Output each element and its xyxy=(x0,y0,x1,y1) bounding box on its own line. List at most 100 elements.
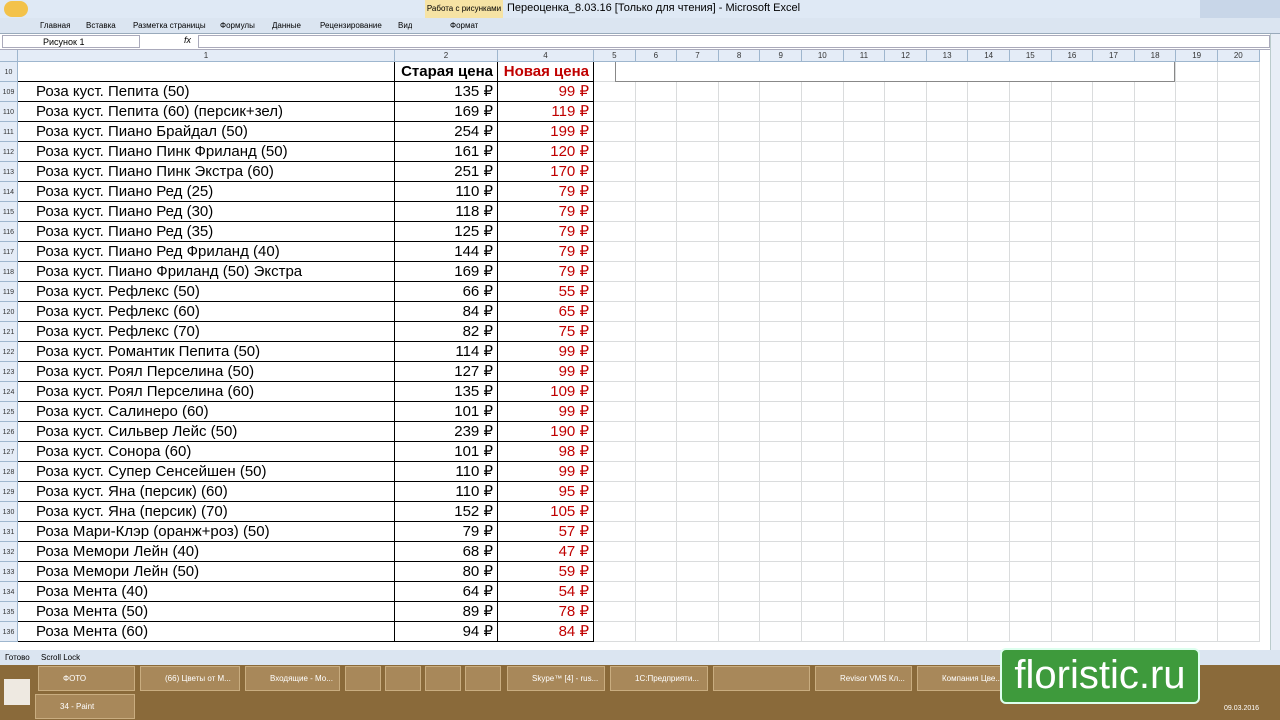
select-all[interactable] xyxy=(0,50,18,62)
new-price[interactable]: 79 ₽ xyxy=(498,182,594,202)
product-name[interactable]: Роза куст. Рефлекс (60) xyxy=(18,302,395,322)
product-name[interactable]: Роза куст. Пиано Ред (25) xyxy=(18,182,395,202)
product-name[interactable]: Роза куст. Пиано Ред (35) xyxy=(18,222,395,242)
taskbar-button[interactable]: Компания Цве... xyxy=(917,666,1002,691)
row-number[interactable]: 134 xyxy=(0,582,18,602)
taskbar-icon[interactable] xyxy=(345,666,381,691)
row-number[interactable]: 127 xyxy=(0,442,18,462)
new-price[interactable]: 99 ₽ xyxy=(498,82,594,102)
old-price[interactable]: 110 ₽ xyxy=(395,482,498,502)
product-name[interactable]: Роза Мемори Лейн (40) xyxy=(18,542,395,562)
column-header[interactable]: 9 xyxy=(760,50,802,62)
column-header[interactable]: 1 xyxy=(18,50,395,62)
row-number[interactable]: 119 xyxy=(0,282,18,302)
new-price[interactable]: 105 ₽ xyxy=(498,502,594,522)
row-number[interactable]: 118 xyxy=(0,262,18,282)
formula-input[interactable] xyxy=(198,35,1270,48)
start-button[interactable] xyxy=(4,679,30,705)
row-number[interactable]: 128 xyxy=(0,462,18,482)
new-price[interactable]: 99 ₽ xyxy=(498,362,594,382)
column-header[interactable]: 20 xyxy=(1218,50,1260,62)
product-name[interactable]: Роза куст. Пепита (50) xyxy=(18,82,395,102)
picture-object[interactable] xyxy=(615,62,1175,82)
product-name[interactable]: Роза куст. Супер Сенсейшен (50) xyxy=(18,462,395,482)
taskbar-icon[interactable] xyxy=(713,666,810,691)
product-name[interactable]: Роза куст. Салинеро (60) xyxy=(18,402,395,422)
product-name[interactable]: Роза куст. Рефлекс (70) xyxy=(18,322,395,342)
new-price[interactable]: 79 ₽ xyxy=(498,222,594,242)
row-number[interactable]: 122 xyxy=(0,342,18,362)
taskbar-icon[interactable] xyxy=(425,666,461,691)
taskbar-button[interactable]: (66) Цветы от М... xyxy=(140,666,240,691)
product-name[interactable]: Роза куст. Пепита (60) (персик+зел) xyxy=(18,102,395,122)
product-name[interactable]: Роза куст. Романтик Пепита (50) xyxy=(18,342,395,362)
old-price[interactable]: 161 ₽ xyxy=(395,142,498,162)
old-price[interactable]: 254 ₽ xyxy=(395,122,498,142)
ribbon-tab[interactable]: Вид xyxy=(398,21,413,30)
ribbon-tab[interactable]: Формулы xyxy=(220,21,255,30)
taskbar-button[interactable]: Skype™ [4] - rus... xyxy=(507,666,605,691)
product-name[interactable]: Роза куст. Пиано Ред Фриланд (40) xyxy=(18,242,395,262)
row-number[interactable]: 129 xyxy=(0,482,18,502)
new-price[interactable]: 79 ₽ xyxy=(498,202,594,222)
new-price[interactable]: 98 ₽ xyxy=(498,442,594,462)
new-price[interactable]: 170 ₽ xyxy=(498,162,594,182)
old-price[interactable]: 125 ₽ xyxy=(395,222,498,242)
product-name[interactable]: Роза Мента (40) xyxy=(18,582,395,602)
product-name[interactable]: Роза куст. Роял Перселина (50) xyxy=(18,362,395,382)
new-price[interactable]: 79 ₽ xyxy=(498,242,594,262)
product-name[interactable]: Роза куст. Яна (персик) (60) xyxy=(18,482,395,502)
row-number[interactable]: 111 xyxy=(0,122,18,142)
column-header[interactable]: 12 xyxy=(885,50,927,62)
window-controls[interactable] xyxy=(1200,0,1280,18)
new-price[interactable]: 84 ₽ xyxy=(498,622,594,642)
column-header[interactable]: 17 xyxy=(1093,50,1135,62)
product-name[interactable]: Роза куст. Рефлекс (50) xyxy=(18,282,395,302)
product-name[interactable]: Роза Мента (50) xyxy=(18,602,395,622)
product-name[interactable]: Роза Мари-Клэр (оранж+роз) (50) xyxy=(18,522,395,542)
product-name[interactable]: Роза куст. Пиано Пинк Фриланд (50) xyxy=(18,142,395,162)
ribbon-tab[interactable]: Главная xyxy=(40,21,71,30)
old-price[interactable]: 110 ₽ xyxy=(395,462,498,482)
ribbon-tab[interactable]: Данные xyxy=(272,21,301,30)
row-number[interactable]: 131 xyxy=(0,522,18,542)
old-price[interactable]: 82 ₽ xyxy=(395,322,498,342)
old-price[interactable]: 110 ₽ xyxy=(395,182,498,202)
new-price[interactable]: 79 ₽ xyxy=(498,262,594,282)
old-price[interactable]: 80 ₽ xyxy=(395,562,498,582)
old-price[interactable]: 94 ₽ xyxy=(395,622,498,642)
old-price[interactable]: 135 ₽ xyxy=(395,82,498,102)
old-price[interactable]: 68 ₽ xyxy=(395,542,498,562)
column-header[interactable]: 6 xyxy=(635,50,678,62)
ribbon-tab[interactable]: Разметка страницы xyxy=(133,21,206,30)
row-number[interactable]: 112 xyxy=(0,142,18,162)
column-header[interactable]: 19 xyxy=(1176,50,1218,62)
product-name[interactable]: Роза куст. Пиано Ред (30) xyxy=(18,202,395,222)
new-price[interactable]: 190 ₽ xyxy=(498,422,594,442)
old-price[interactable]: 64 ₽ xyxy=(395,582,498,602)
old-price[interactable]: 152 ₽ xyxy=(395,502,498,522)
taskbar-icon[interactable] xyxy=(385,666,421,691)
product-name[interactable]: Роза Мента (60) xyxy=(18,622,395,642)
new-price[interactable]: 78 ₽ xyxy=(498,602,594,622)
old-price[interactable]: 127 ₽ xyxy=(395,362,498,382)
row-number[interactable]: 117 xyxy=(0,242,18,262)
vertical-scrollbar[interactable] xyxy=(1270,34,1280,650)
column-header[interactable]: 11 xyxy=(843,50,886,62)
product-name[interactable]: Роза куст. Сильвер Лейс (50) xyxy=(18,422,395,442)
old-price[interactable]: 144 ₽ xyxy=(395,242,498,262)
column-header[interactable]: 4 xyxy=(498,50,594,62)
old-price[interactable]: 101 ₽ xyxy=(395,442,498,462)
ribbon-tab[interactable]: Формат xyxy=(450,21,479,30)
taskbar-icon[interactable] xyxy=(465,666,501,691)
taskbar-button[interactable]: Revisor VMS Кл... xyxy=(815,666,912,691)
product-name[interactable]: Роза куст. Яна (персик) (70) xyxy=(18,502,395,522)
row-number[interactable]: 109 xyxy=(0,82,18,102)
row-number[interactable]: 133 xyxy=(0,562,18,582)
new-price[interactable]: 99 ₽ xyxy=(498,402,594,422)
product-name[interactable]: Роза Мемори Лейн (50) xyxy=(18,562,395,582)
new-price[interactable]: 119 ₽ xyxy=(498,102,594,122)
product-name[interactable]: Роза куст. Пиано Фриланд (50) Экстра xyxy=(18,262,395,282)
taskbar-button[interactable]: 34 - Paint xyxy=(35,694,135,719)
product-name[interactable]: Роза куст. Роял Перселина (60) xyxy=(18,382,395,402)
